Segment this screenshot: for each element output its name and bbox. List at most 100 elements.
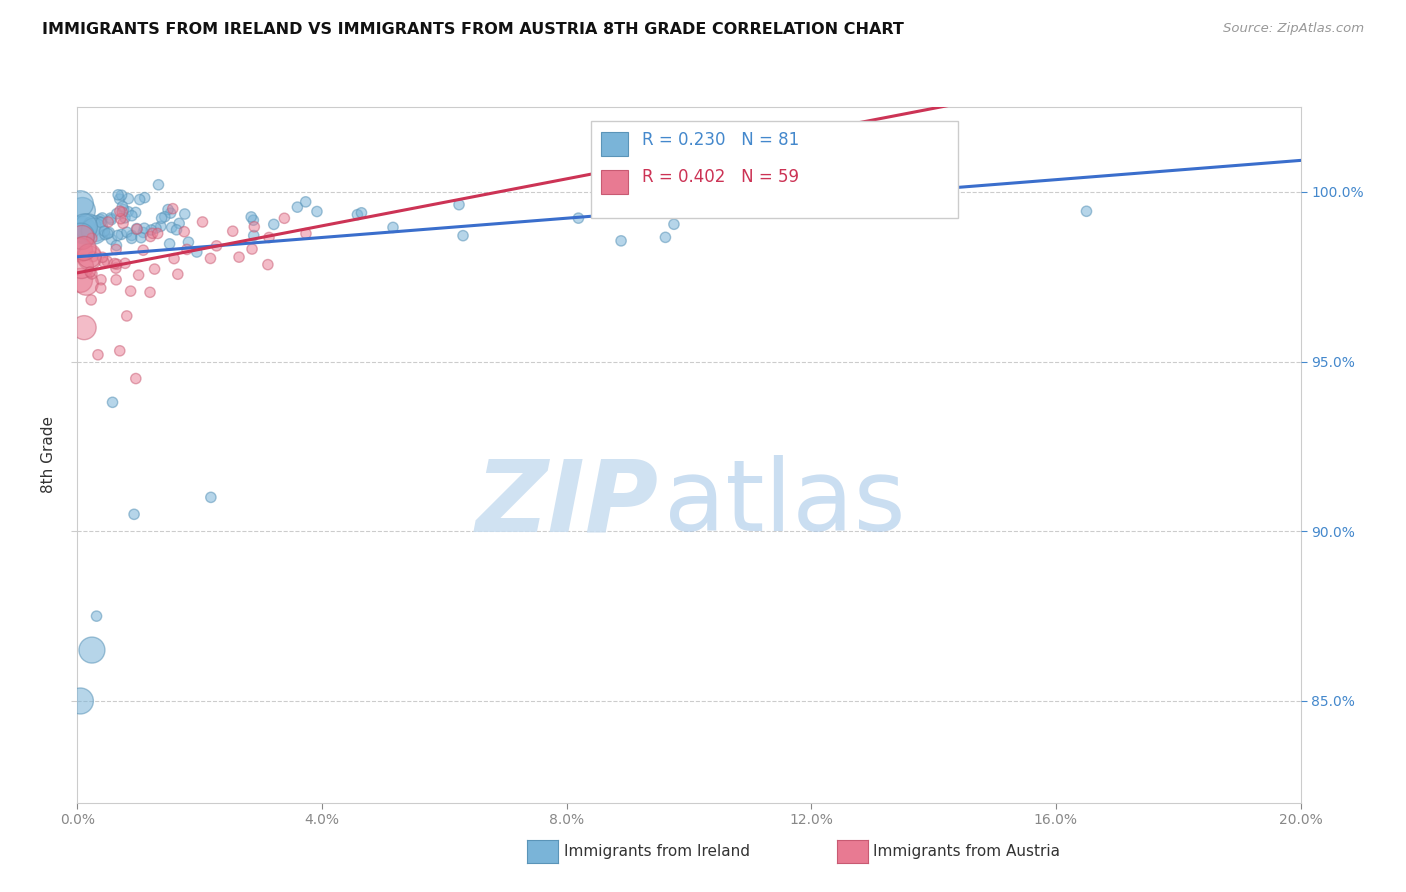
Point: [121, 228, 143, 243]
Point: [263, 218, 285, 232]
Point: [222, 224, 245, 238]
Point: [243, 219, 266, 234]
Point: [105, 257, 128, 271]
Point: [160, 220, 183, 235]
Point: [91, 250, 114, 264]
Point: [83, 224, 105, 238]
Point: [382, 220, 405, 235]
Point: [228, 250, 250, 264]
Point: [139, 285, 162, 300]
Text: IMMIGRANTS FROM IRELAND VS IMMIGRANTS FROM AUSTRIA 8TH GRADE CORRELATION CHART: IMMIGRANTS FROM IRELAND VS IMMIGRANTS FR…: [42, 22, 904, 37]
Point: [104, 261, 127, 276]
Point: [257, 230, 280, 244]
Text: atlas: atlas: [665, 455, 905, 552]
Point: [76, 219, 98, 234]
Point: [93, 224, 115, 238]
Point: [141, 227, 163, 241]
Point: [350, 206, 373, 220]
Point: [100, 211, 122, 225]
Point: [139, 229, 162, 244]
Point: [166, 223, 188, 237]
Point: [125, 221, 148, 235]
Point: [146, 227, 169, 241]
Point: [287, 200, 309, 214]
Point: [200, 252, 222, 266]
Point: [173, 207, 195, 221]
Point: [98, 226, 121, 240]
Point: [105, 243, 128, 257]
Point: [110, 188, 132, 202]
Point: [117, 204, 139, 219]
Point: [94, 227, 117, 242]
Point: [108, 204, 131, 219]
Point: [125, 222, 148, 236]
Point: [191, 215, 214, 229]
Point: [112, 202, 135, 217]
Point: [72, 222, 94, 236]
Text: R = 0.230   N = 81: R = 0.230 N = 81: [643, 131, 800, 150]
Point: [101, 395, 124, 409]
Text: ZIP: ZIP: [475, 455, 658, 552]
Point: [72, 203, 94, 218]
Text: R = 0.402   N = 59: R = 0.402 N = 59: [643, 168, 800, 186]
Point: [205, 239, 228, 253]
Point: [70, 230, 93, 244]
Text: Immigrants from Ireland: Immigrants from Ireland: [564, 845, 749, 859]
Point: [143, 262, 166, 277]
Point: [167, 216, 190, 230]
Point: [73, 242, 96, 256]
Point: [177, 235, 200, 249]
Point: [242, 213, 264, 227]
Point: [149, 219, 172, 234]
Point: [110, 227, 132, 242]
Point: [111, 199, 134, 213]
Point: [134, 221, 156, 235]
Point: [305, 204, 328, 219]
Point: [115, 309, 138, 323]
Point: [346, 208, 368, 222]
Point: [134, 191, 156, 205]
Bar: [600, 132, 628, 156]
Point: [242, 228, 264, 243]
Point: [90, 273, 112, 287]
Point: [72, 224, 94, 238]
Point: [567, 211, 589, 226]
Point: [114, 211, 136, 225]
Point: [80, 643, 103, 657]
Point: [132, 226, 155, 240]
Point: [105, 207, 128, 221]
Point: [295, 227, 318, 241]
Point: [93, 255, 115, 269]
Point: [176, 243, 198, 257]
Point: [70, 229, 93, 244]
Point: [150, 211, 173, 226]
Point: [80, 231, 103, 245]
Point: [148, 178, 170, 192]
Point: [69, 273, 91, 287]
Point: [80, 293, 103, 307]
Point: [112, 216, 135, 230]
Text: Source: ZipAtlas.com: Source: ZipAtlas.com: [1223, 22, 1364, 36]
Point: [159, 206, 181, 220]
Point: [75, 276, 97, 290]
Point: [79, 265, 101, 279]
Point: [86, 609, 108, 624]
Bar: [600, 169, 628, 194]
Point: [73, 320, 96, 334]
Point: [122, 508, 145, 522]
Point: [240, 210, 263, 224]
Point: [129, 230, 152, 244]
Point: [111, 205, 134, 219]
Point: [613, 199, 636, 213]
Point: [128, 268, 150, 282]
Point: [105, 238, 128, 252]
Point: [90, 215, 112, 229]
Point: [294, 194, 316, 209]
Point: [447, 197, 470, 211]
Point: [654, 230, 676, 244]
Point: [125, 371, 148, 385]
Point: [96, 254, 118, 268]
Point: [610, 234, 633, 248]
Point: [115, 225, 138, 239]
Point: [82, 250, 104, 264]
